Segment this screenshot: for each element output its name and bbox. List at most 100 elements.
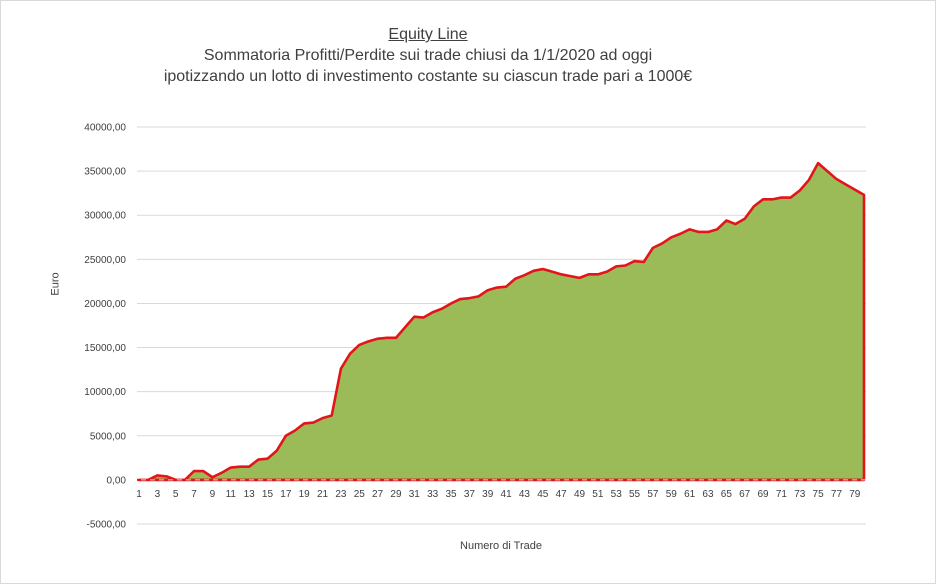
data-point xyxy=(303,422,306,425)
data-point xyxy=(413,315,416,318)
x-tick-label: 39 xyxy=(482,489,494,500)
data-point xyxy=(239,465,241,468)
data-point xyxy=(229,466,232,469)
x-tick-label: 43 xyxy=(519,489,531,500)
data-point xyxy=(725,219,728,222)
equity-area-series xyxy=(137,161,866,482)
chart-title-block: Equity Line Sommatoria Profitti/Perdite … xyxy=(0,24,856,87)
y-tick-label: 40000,00 xyxy=(84,123,126,134)
x-tick-labels: 1 3 5 7 9 11 13 15 17 19 21 23 25 27 29 31 33 35 37 39 41 43 4… xyxy=(136,489,861,500)
y-tick-label: 5000,00 xyxy=(90,431,127,442)
x-tick-label: 41 xyxy=(501,489,513,500)
data-point xyxy=(505,285,507,288)
data-point xyxy=(257,458,260,461)
data-point xyxy=(248,465,251,468)
data-point xyxy=(330,414,333,417)
data-point xyxy=(578,276,581,279)
data-point xyxy=(440,307,443,310)
data-point xyxy=(156,474,159,477)
data-point xyxy=(551,270,553,273)
data-point xyxy=(642,261,645,263)
data-point xyxy=(569,275,572,277)
y-tick-label: 10000,00 xyxy=(84,387,126,398)
data-point xyxy=(863,194,865,196)
data-point xyxy=(266,457,269,460)
x-tick-label: 27 xyxy=(372,489,384,500)
x-tick-label: 21 xyxy=(317,489,329,500)
data-point xyxy=(486,289,489,292)
chart-subtitle-line-2: ipotizzando un lotto di investimento cos… xyxy=(163,68,693,85)
data-point xyxy=(220,471,223,474)
data-point xyxy=(312,421,315,424)
data-point xyxy=(165,475,168,478)
data-point xyxy=(615,265,618,268)
data-point xyxy=(514,277,517,280)
data-point xyxy=(367,340,370,343)
data-point xyxy=(624,264,627,267)
data-point xyxy=(688,228,691,231)
x-tick-label: 59 xyxy=(666,489,678,500)
y-tick-label: 35000,00 xyxy=(84,167,126,178)
y-tick-label: -5000,00 xyxy=(87,520,127,531)
x-tick-label: 31 xyxy=(409,489,421,500)
x-tick-label: 51 xyxy=(592,489,604,500)
data-point xyxy=(661,242,663,245)
data-point xyxy=(395,336,397,339)
data-point xyxy=(707,231,709,233)
data-point xyxy=(652,246,654,249)
data-point xyxy=(780,196,783,199)
x-tick-label: 13 xyxy=(244,489,256,500)
x-tick-label: 23 xyxy=(335,489,347,500)
x-tick-label: 49 xyxy=(574,489,586,500)
data-point xyxy=(560,273,563,276)
data-point xyxy=(468,297,471,300)
y-tick-label: 20000,00 xyxy=(84,299,126,310)
data-point xyxy=(532,269,535,272)
x-tick-label: 63 xyxy=(702,489,714,500)
x-tick-label: 47 xyxy=(556,489,568,500)
data-point xyxy=(340,367,342,370)
data-point xyxy=(193,470,195,472)
data-point xyxy=(284,434,287,437)
data-point xyxy=(716,228,719,231)
y-tick-label: 0,00 xyxy=(107,475,127,486)
x-tick-label: 75 xyxy=(813,489,825,500)
chart-title: Equity Line xyxy=(388,26,468,43)
data-point xyxy=(743,217,746,220)
x-tick-label: 3 xyxy=(155,489,161,500)
data-point xyxy=(404,326,407,329)
data-point xyxy=(496,286,498,289)
x-tick-label: 25 xyxy=(354,489,366,500)
data-point xyxy=(450,302,452,305)
data-point xyxy=(385,336,388,339)
x-tick-label: 65 xyxy=(721,489,733,500)
x-tick-label: 35 xyxy=(445,489,457,500)
x-tick-label: 53 xyxy=(611,489,623,500)
data-point xyxy=(798,189,801,192)
data-point xyxy=(633,260,636,262)
data-point xyxy=(349,352,351,355)
data-point xyxy=(670,236,673,239)
data-point xyxy=(817,162,820,165)
data-point xyxy=(844,183,847,186)
x-tick-label: 57 xyxy=(647,489,659,500)
x-tick-label: 37 xyxy=(464,489,476,500)
data-point xyxy=(422,316,425,319)
data-point xyxy=(762,198,764,201)
data-point xyxy=(459,298,462,300)
y-tick-label: 30000,00 xyxy=(84,211,126,222)
chart-subtitle-line-1: Sommatoria Profitti/Perdite sui trade ch… xyxy=(203,47,653,64)
x-tick-label: 73 xyxy=(794,489,806,500)
data-point xyxy=(808,179,810,181)
x-tick-label: 55 xyxy=(629,489,641,500)
x-axis-label: Numero di Trade xyxy=(460,540,542,552)
data-point xyxy=(826,170,829,173)
data-point xyxy=(358,344,361,346)
data-point xyxy=(734,223,737,225)
x-tick-label: 71 xyxy=(776,489,788,500)
x-tick-label: 79 xyxy=(849,489,861,500)
data-point xyxy=(477,295,480,298)
x-tick-label: 67 xyxy=(739,489,751,500)
data-point xyxy=(752,205,755,208)
